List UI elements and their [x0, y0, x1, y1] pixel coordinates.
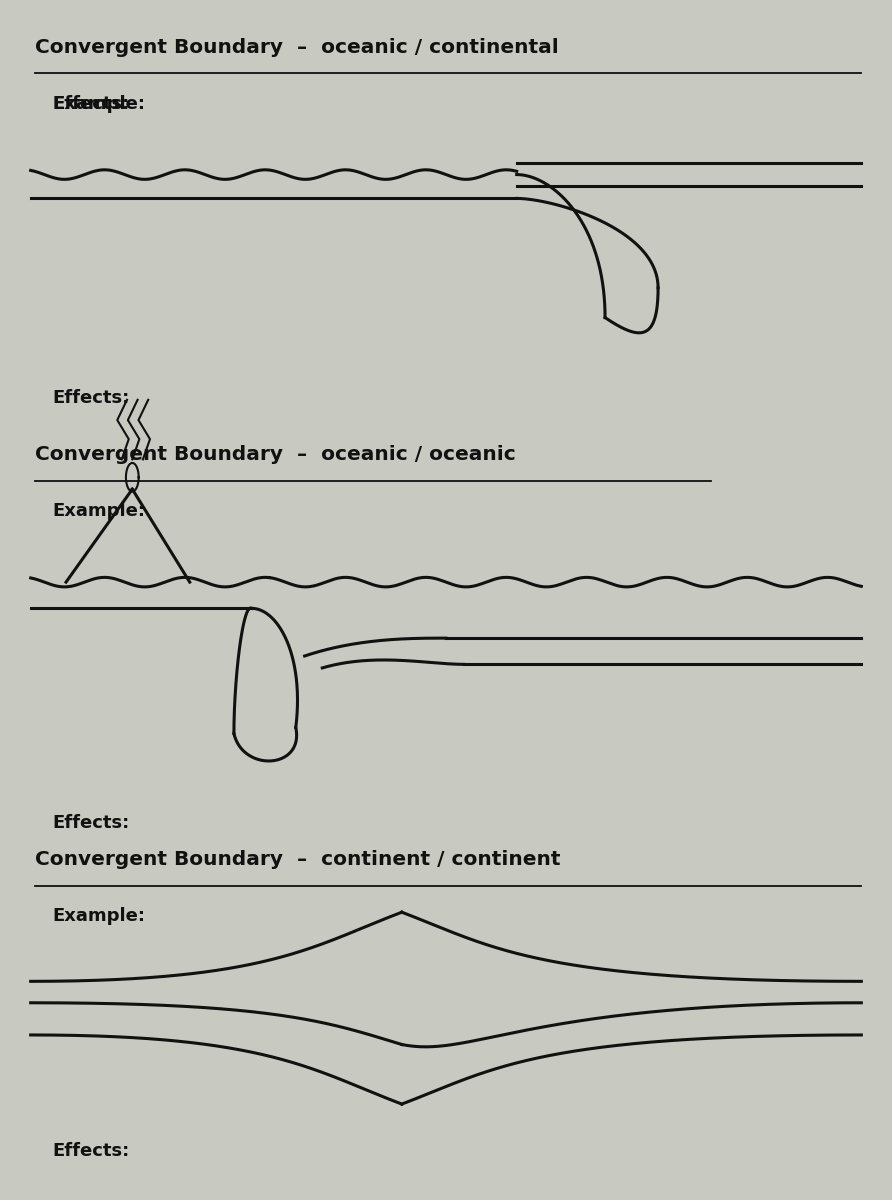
Text: Effects:: Effects:: [53, 95, 130, 113]
Text: Effects:: Effects:: [53, 815, 130, 833]
Text: Convergent Boundary  –  oceanic / continental: Convergent Boundary – oceanic / continen…: [35, 37, 559, 56]
Text: Effects:: Effects:: [53, 389, 130, 407]
Text: Effects:: Effects:: [53, 1142, 130, 1160]
Text: Example:: Example:: [53, 95, 145, 113]
Text: Example:: Example:: [53, 503, 145, 521]
Text: Convergent Boundary  –  continent / continent: Convergent Boundary – continent / contin…: [35, 851, 560, 869]
Text: Convergent Boundary  –  oceanic / oceanic: Convergent Boundary – oceanic / oceanic: [35, 445, 516, 464]
Text: Example:: Example:: [53, 907, 145, 925]
